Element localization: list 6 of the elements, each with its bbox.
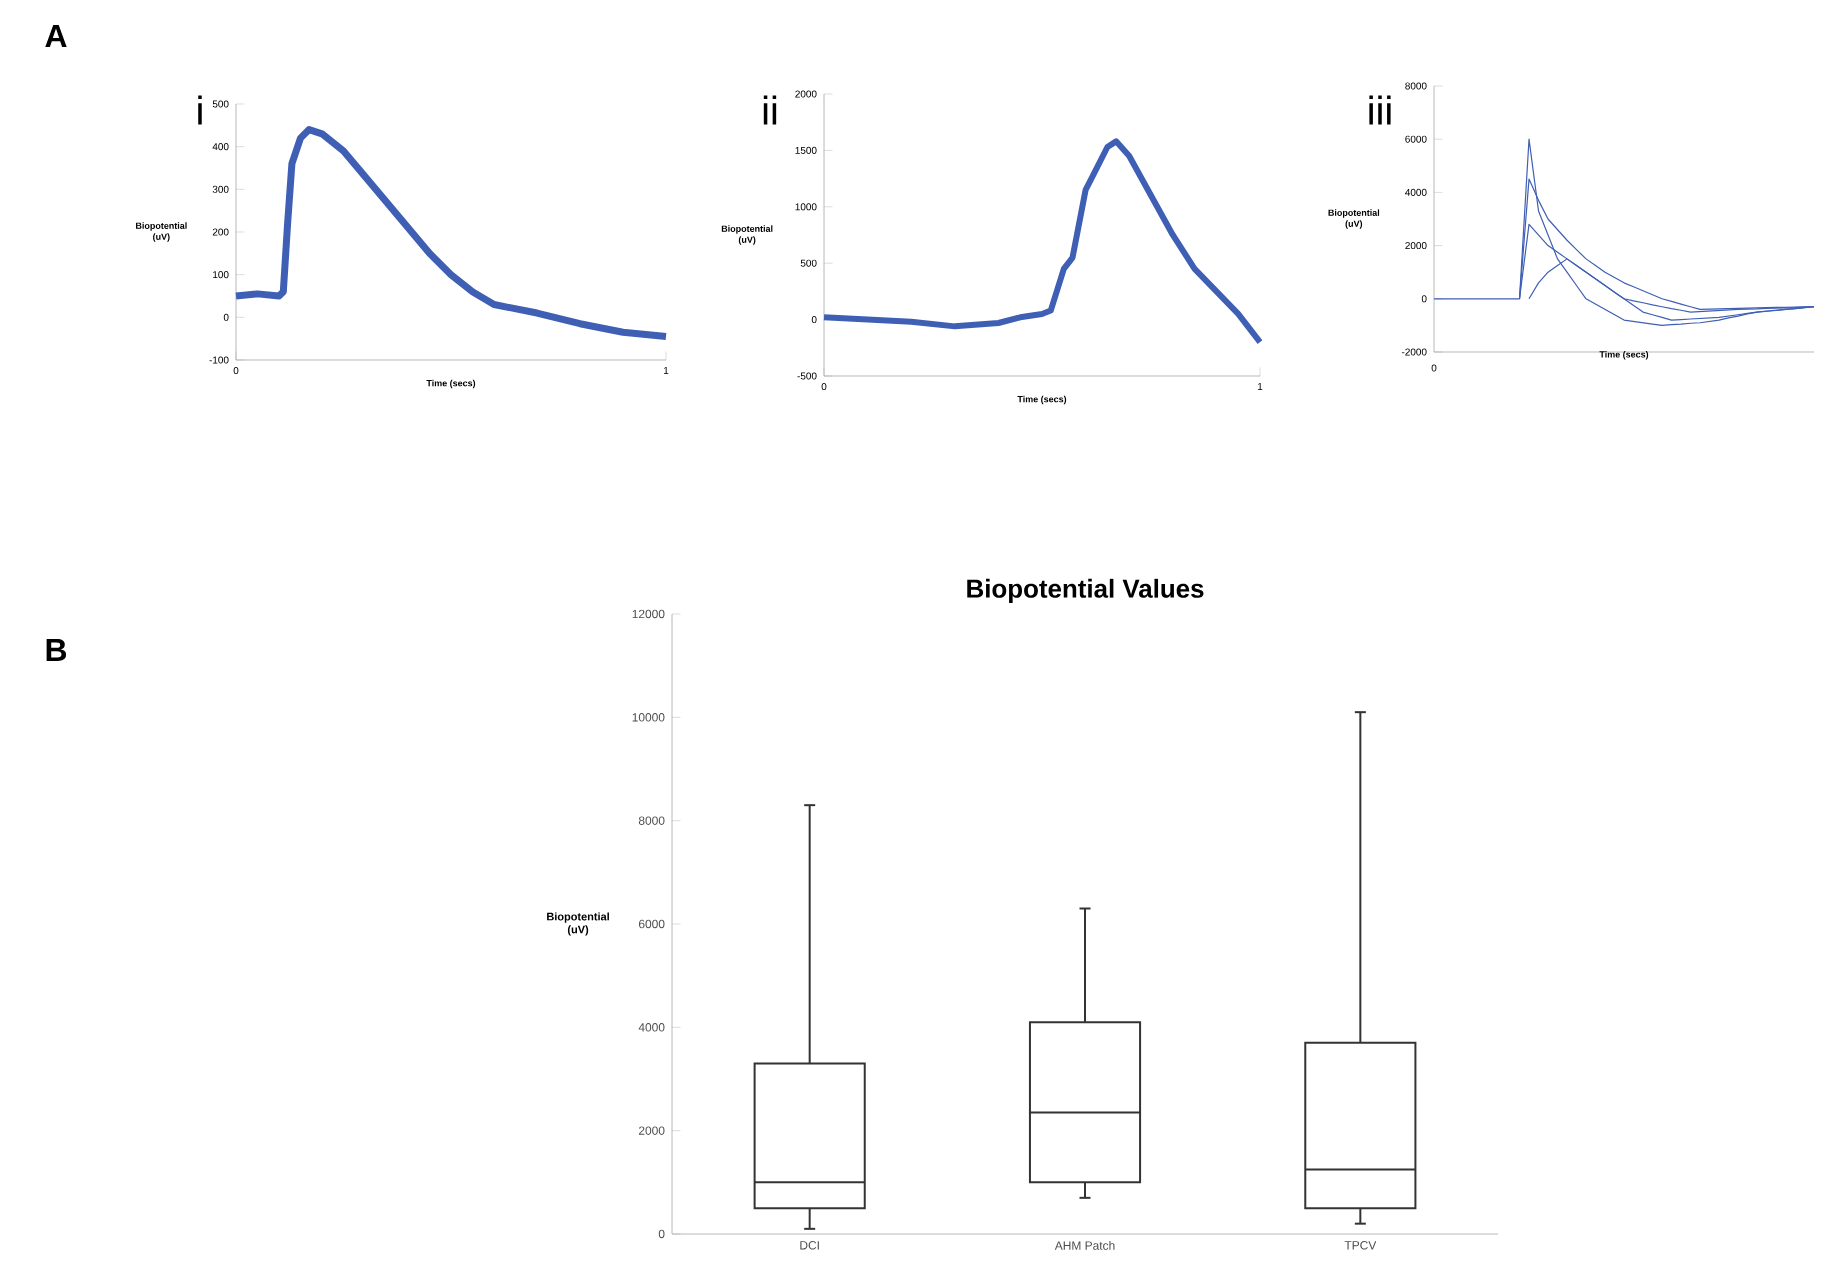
- text: B: [46, 639, 67, 661]
- text: ii: [763, 95, 777, 125]
- chart-title: Biopotential Values: [967, 578, 1204, 603]
- text: A: [45, 25, 67, 47]
- text: i: [198, 95, 202, 125]
- text: iii: [1369, 95, 1391, 125]
